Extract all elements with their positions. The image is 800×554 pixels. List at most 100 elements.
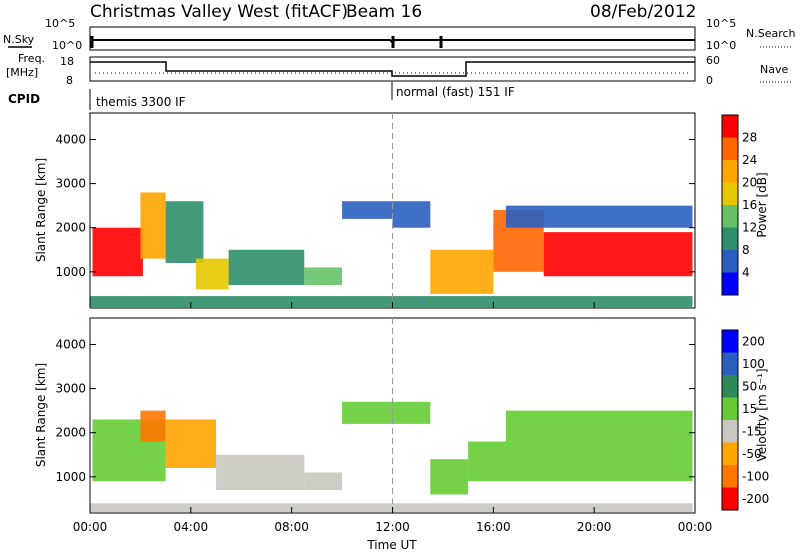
beam-label: Beam 16 bbox=[346, 2, 422, 22]
colorbar-swatch bbox=[722, 182, 738, 205]
noise-right-top: 10^5 bbox=[706, 17, 736, 30]
velocity-panel: 1000 2000 3000 4000 00:00 04:00 08:00 12:00 16:0… bbox=[55, 317, 713, 534]
nave-right-top: 60 bbox=[706, 54, 720, 67]
colorbar-swatch bbox=[722, 397, 738, 420]
data-region bbox=[195, 258, 229, 290]
data-region bbox=[505, 410, 693, 442]
nave-right-bottom: 0 bbox=[706, 74, 713, 87]
data-region bbox=[543, 232, 693, 277]
colorbar-swatch bbox=[722, 352, 738, 375]
y-tick-label: 2000 bbox=[55, 221, 86, 235]
y-tick-label: 2000 bbox=[55, 426, 86, 440]
cpid-label: CPID bbox=[8, 92, 40, 106]
x-tick-label: 00:00 bbox=[73, 520, 108, 534]
data-region bbox=[90, 503, 693, 513]
colorbar-tick-label: 12 bbox=[742, 221, 757, 235]
colorbar-tick-label: 4 bbox=[742, 266, 750, 280]
colorbar-tick-label: 8 bbox=[742, 243, 750, 257]
noise-left-bottom: 10^0 bbox=[52, 39, 82, 52]
freq-left-top: 18 bbox=[60, 55, 74, 68]
power-colorbar: 4 8 12 16 20 24 28 bbox=[721, 114, 757, 296]
nsky-label: N.Sky bbox=[3, 33, 35, 46]
freq-line bbox=[90, 61, 695, 77]
date-label: 08/Feb/2012 bbox=[590, 2, 696, 22]
freq-left-bottom: 8 bbox=[66, 74, 73, 87]
power-panel: 1000 2000 3000 4000 bbox=[55, 112, 696, 309]
y-tick-label: 3000 bbox=[55, 177, 86, 191]
colorbar-swatch bbox=[722, 205, 738, 228]
colorbar-tick-label: -15 bbox=[742, 424, 762, 438]
y-tick-label: 1000 bbox=[55, 470, 86, 484]
colorbar-swatch bbox=[722, 250, 738, 273]
site-title: Christmas Valley West (fitACF) bbox=[90, 2, 348, 22]
data-region bbox=[430, 249, 494, 294]
velocity-colorbar-label: Velocity [m s⁻¹] bbox=[755, 368, 769, 461]
colorbar-swatch bbox=[722, 137, 738, 160]
y-tick-label: 1000 bbox=[55, 265, 86, 279]
data-region bbox=[92, 227, 143, 277]
velocity-ylabel: Slant Range [km] bbox=[34, 363, 48, 467]
colorbar-swatch bbox=[722, 330, 738, 353]
data-region bbox=[165, 201, 204, 263]
colorbar-tick-label: -200 bbox=[742, 492, 769, 506]
data-region bbox=[342, 201, 393, 219]
cpid-mode-2: normal (fast) 151 IF bbox=[396, 85, 515, 99]
colorbar-swatch bbox=[722, 227, 738, 250]
cpid-mode-1: themis 3300 IF bbox=[96, 95, 186, 109]
colorbar-frame bbox=[721, 114, 739, 296]
colorbar-swatch bbox=[722, 442, 738, 465]
colorbar-swatch bbox=[722, 115, 738, 138]
freq-unit: [MHz] bbox=[6, 66, 38, 79]
x-tick-label: 04:00 bbox=[174, 520, 209, 534]
colorbar-frame bbox=[721, 329, 739, 511]
xlabel: Time UT bbox=[366, 538, 417, 552]
data-region bbox=[165, 419, 217, 468]
colorbar-tick-label: 200 bbox=[742, 334, 765, 348]
colorbar-tick-label: 24 bbox=[742, 153, 757, 167]
noise-left-top: 10^5 bbox=[45, 17, 75, 30]
data-region bbox=[392, 201, 431, 228]
data-region bbox=[216, 454, 305, 491]
freq-strip-frame bbox=[89, 56, 696, 82]
y-tick-label: 3000 bbox=[55, 382, 86, 396]
colorbar-swatch bbox=[722, 420, 738, 443]
colorbar-tick-label: 15 bbox=[742, 402, 757, 416]
data-region bbox=[468, 441, 693, 482]
data-region bbox=[430, 459, 469, 495]
data-region bbox=[140, 410, 166, 442]
colorbar-tick-label: 16 bbox=[742, 198, 757, 212]
nave-label: Nave bbox=[760, 63, 788, 76]
colorbar-tick-label: -100 bbox=[742, 469, 769, 483]
x-tick-label: 08:00 bbox=[274, 520, 309, 534]
data-region bbox=[140, 192, 166, 259]
nsearch-label: N.Search bbox=[746, 27, 796, 40]
colorbar-tick-label: 20 bbox=[742, 176, 757, 190]
colorbar-tick-label: 28 bbox=[742, 131, 757, 145]
colorbar-tick-label: 100 bbox=[742, 357, 765, 371]
colorbar-swatch bbox=[722, 272, 738, 295]
colorbar-tick-label: -50 bbox=[742, 447, 762, 461]
x-tick-label: 16:00 bbox=[476, 520, 511, 534]
noise-right-bottom: 10^0 bbox=[706, 39, 736, 52]
data-region bbox=[505, 205, 693, 228]
colorbar-swatch bbox=[722, 160, 738, 183]
data-region bbox=[228, 249, 305, 286]
colorbar-tick-label: 50 bbox=[742, 379, 757, 393]
velocity-colorbar: 200 100 50 15 -15 -50 -100 -200 bbox=[721, 329, 769, 511]
freq-label: Freq. bbox=[18, 52, 45, 65]
x-tick-label: 12:00 bbox=[375, 520, 410, 534]
y-tick-label: 4000 bbox=[55, 337, 86, 351]
data-region bbox=[304, 267, 343, 286]
y-tick-label: 4000 bbox=[55, 132, 86, 146]
x-tick-label: 20:00 bbox=[577, 520, 612, 534]
colorbar-swatch bbox=[722, 375, 738, 398]
power-ylabel: Slant Range [km] bbox=[34, 158, 48, 262]
data-region bbox=[90, 296, 693, 308]
colorbar-swatch bbox=[722, 465, 738, 488]
colorbar-swatch bbox=[722, 487, 738, 510]
noise-strip-frame bbox=[89, 26, 696, 51]
data-region bbox=[342, 401, 431, 424]
power-colorbar-label: Power [dB] bbox=[755, 172, 769, 237]
x-tick-label: 00:00 bbox=[678, 520, 713, 534]
